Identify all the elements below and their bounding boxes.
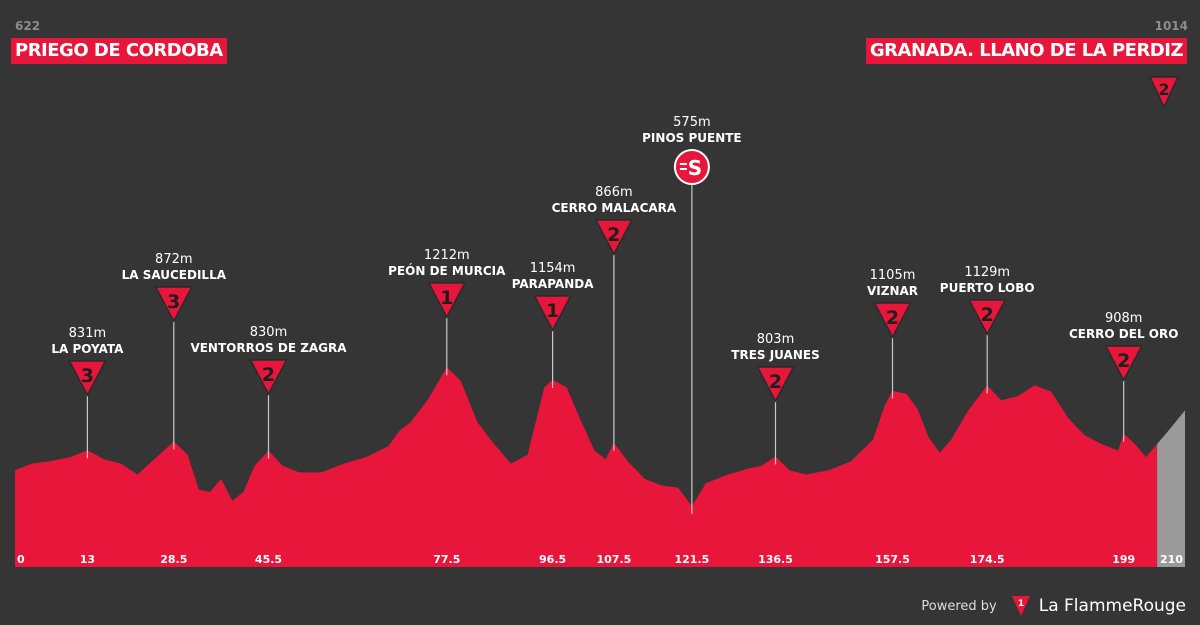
sprint-speed-line bbox=[679, 163, 687, 165]
finish-elevation: 1014 bbox=[1154, 19, 1188, 33]
climb-category-icon bbox=[756, 366, 795, 403]
climb-category-icon bbox=[68, 360, 107, 397]
start-location-label: PRIEGO DE CORDOBA bbox=[11, 38, 227, 64]
finish-location-label: GRANADA. LLANO DE LA PERDIZ bbox=[865, 38, 1187, 64]
climb-category-icon bbox=[594, 219, 634, 256]
climb-category-icon bbox=[1104, 345, 1143, 382]
finish-category-number: 2 bbox=[1158, 80, 1169, 99]
climb-category-number: 3 bbox=[81, 365, 94, 387]
climb-category-icon bbox=[967, 299, 1007, 336]
poi-name: TRES JUANES bbox=[731, 348, 819, 362]
climb-category-number: 2 bbox=[769, 371, 782, 393]
poi-name: VENTORROS DE ZAGRA bbox=[190, 341, 347, 355]
x-tick-label: 0 bbox=[17, 553, 25, 566]
climb-category-icon bbox=[154, 286, 194, 323]
x-tick-label: 157.5 bbox=[875, 553, 910, 566]
poi-name: PINOS PUENTE bbox=[642, 131, 742, 145]
x-tick-label: 77.5 bbox=[433, 553, 460, 566]
powered-by-label: Powered by bbox=[921, 598, 997, 614]
poi-name: LA SAUCEDILLA bbox=[122, 268, 227, 282]
climb-category-number: 2 bbox=[607, 224, 620, 246]
poi-name: CERRO DEL ORO bbox=[1069, 327, 1179, 341]
x-tick-label: 210 bbox=[1160, 553, 1183, 566]
x-tick-label: 45.5 bbox=[255, 553, 282, 566]
poi-name: PEÓN DE MURCIA bbox=[388, 263, 506, 278]
x-tick-label: 199 bbox=[1112, 553, 1135, 566]
x-tick-label: 136.5 bbox=[758, 553, 793, 566]
poi-name: LA POYATA bbox=[51, 342, 124, 356]
brand-name: La FlammeRouge bbox=[1038, 596, 1186, 616]
x-tick-label: 174.5 bbox=[970, 553, 1005, 566]
sprint-speed-line bbox=[679, 168, 687, 170]
poi-name: PARAPANDA bbox=[512, 277, 594, 291]
climb-category-number: 1 bbox=[440, 287, 453, 309]
poi-altitude: 872m bbox=[155, 252, 192, 267]
poi-name: PUERTO LOBO bbox=[940, 281, 1035, 295]
sprint-symbol: S bbox=[688, 156, 702, 180]
climb-category-number: 1 bbox=[546, 300, 559, 322]
climb-category-icon bbox=[249, 359, 288, 396]
climb-category-icon bbox=[427, 282, 467, 319]
start-elevation: 622 bbox=[15, 19, 41, 33]
x-tick-label: 96.5 bbox=[539, 553, 566, 566]
x-tick-label: 28.5 bbox=[160, 553, 187, 566]
logo-number: 1 bbox=[1018, 599, 1024, 609]
x-tick-label: 13 bbox=[80, 553, 95, 566]
poi-altitude: 575m bbox=[673, 115, 710, 130]
profile-area bbox=[15, 367, 1158, 567]
climb-category-icon bbox=[873, 302, 912, 339]
climb-category-number: 2 bbox=[262, 364, 275, 386]
poi-altitude: 830m bbox=[250, 325, 287, 340]
branding: Powered by 1 La FlammeRouge bbox=[921, 595, 1186, 617]
poi-altitude: 1129m bbox=[964, 265, 1010, 280]
finish-category-icon bbox=[1148, 76, 1180, 109]
climb-category-number: 2 bbox=[886, 307, 899, 329]
poi-name: VIZNAR bbox=[867, 284, 918, 298]
poi-altitude: 803m bbox=[757, 332, 794, 347]
poi-altitude: 1105m bbox=[870, 268, 916, 283]
poi-altitude: 831m bbox=[69, 326, 106, 341]
poi-altitude: 1154m bbox=[530, 261, 576, 276]
poi-name: CERRO MALACARA bbox=[552, 201, 677, 215]
flamme-rouge-logo-icon: 1 bbox=[1011, 596, 1030, 616]
sprint-icon bbox=[673, 149, 710, 185]
climb-category-number: 3 bbox=[167, 291, 180, 313]
final-section-area bbox=[1157, 410, 1185, 567]
x-tick-label: 121.5 bbox=[675, 553, 710, 566]
x-tick-label: 107.5 bbox=[597, 553, 632, 566]
poi-altitude: 1212m bbox=[424, 248, 470, 263]
poi-altitude: 908m bbox=[1105, 311, 1142, 326]
climb-category-number: 2 bbox=[981, 304, 994, 326]
poi-altitude: 866m bbox=[595, 185, 632, 200]
climb-category-icon bbox=[533, 295, 572, 332]
climb-category-number: 2 bbox=[1117, 350, 1130, 372]
